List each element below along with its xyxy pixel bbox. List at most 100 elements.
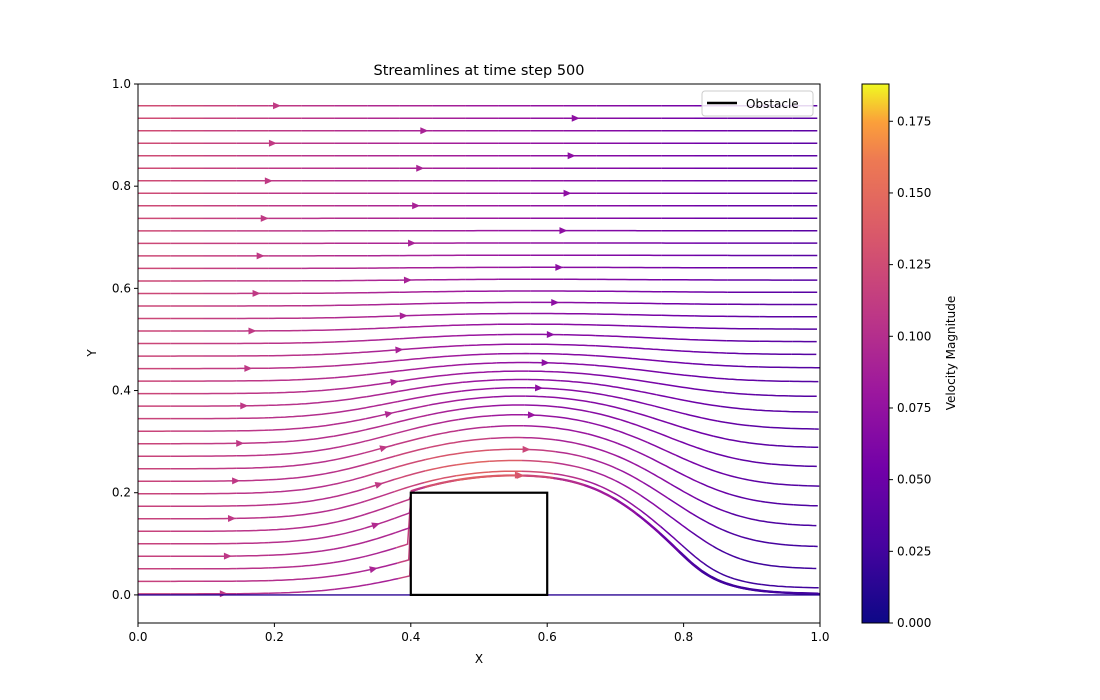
- streamline-segment: [333, 475, 365, 486]
- streamline-segment: [268, 526, 302, 531]
- streamline-segment: [636, 513, 660, 533]
- streamline-segment: [617, 442, 647, 457]
- streamline-segment: [464, 343, 498, 347]
- streamline-segment: [236, 479, 269, 482]
- streamline-segment: [584, 484, 613, 499]
- streamline-segment: [755, 519, 788, 525]
- streamline-segment: [584, 479, 614, 494]
- streamline-segment: [399, 356, 432, 362]
- streamline-segment: [688, 400, 721, 408]
- streamline-segment: [334, 351, 368, 355]
- streamline-segment: [687, 528, 713, 547]
- streamline-segment: [426, 441, 459, 449]
- streamline-segment: [301, 535, 334, 542]
- streamline-segment: [624, 387, 657, 396]
- streamline-segment: [692, 362, 726, 367]
- streamline-segment: [399, 302, 433, 305]
- streamline-segment: [726, 352, 760, 355]
- y-tick-label: 0.6: [112, 281, 131, 295]
- colorbar-tick-label: 0.150: [897, 186, 931, 200]
- streamline-segment: [301, 496, 334, 503]
- streamline-segment: [366, 577, 399, 586]
- streamline-segment: [672, 468, 701, 484]
- streamline-arrow: [371, 522, 380, 530]
- streamline-segment: [726, 583, 759, 592]
- streamline-segment: [236, 516, 269, 520]
- streamline-arrow: [412, 202, 421, 210]
- streamline-segment: [678, 440, 710, 453]
- streamline-segment: [394, 458, 426, 469]
- streamline-segment: [640, 494, 666, 513]
- streamline-segment: [236, 454, 269, 457]
- streamline-segment: [268, 403, 302, 407]
- streamline-arrow: [384, 411, 394, 418]
- streamline-segment: [553, 472, 586, 482]
- legend-obstacle-label: Obstacle: [746, 97, 799, 111]
- streamline-segment: [623, 397, 656, 407]
- streamline-segment: [395, 447, 427, 457]
- streamline-segment: [766, 482, 799, 487]
- streamline-segment: [618, 430, 649, 444]
- streamline-segment: [656, 394, 689, 402]
- streamline-segment: [268, 415, 302, 419]
- streamline-segment: [366, 348, 400, 353]
- streamline-segment: [596, 324, 629, 327]
- streamline-segment: [367, 303, 400, 306]
- chart-title: Streamlines at time step 500: [374, 63, 585, 79]
- streamline-segment: [793, 504, 818, 507]
- streamline-arrow: [399, 312, 408, 320]
- x-axis: 0.0 0.2 0.4 0.6 0.8 1.0: [128, 623, 830, 644]
- streamline-segment: [724, 510, 756, 521]
- streamline-segment: [780, 543, 814, 548]
- streamline-segment: [771, 564, 805, 569]
- streamline-segment: [713, 435, 746, 444]
- streamline-segment: [521, 459, 555, 464]
- streamline-segment: [236, 541, 269, 545]
- streamline-segment: [758, 366, 792, 369]
- obstacle-rect: [409, 491, 549, 597]
- streamline-arrow: [264, 177, 273, 185]
- y-tick-label: 0.4: [112, 384, 131, 398]
- streamline-segment: [394, 486, 425, 506]
- streamline-segment: [429, 390, 462, 397]
- streamline-segment: [591, 392, 624, 400]
- streamline-segment: [398, 385, 431, 393]
- streamline-segment: [365, 546, 397, 558]
- streamline-segment: [268, 464, 302, 469]
- streamline-segment: [396, 404, 429, 413]
- streamline-segment: [364, 443, 396, 454]
- streamline-segment: [722, 391, 756, 396]
- streamline-segment: [717, 420, 750, 427]
- colorbar-tick-label: 0.100: [897, 329, 931, 343]
- streamline-segment: [594, 364, 628, 370]
- streamline-segment: [333, 527, 365, 537]
- obstacle-layer: [409, 491, 549, 597]
- streamline-segment: [456, 460, 490, 466]
- colorbar-tick-label: 0.050: [897, 473, 931, 487]
- streamline-segment: [301, 365, 335, 369]
- streamline-segment: [798, 484, 820, 487]
- streamline-segment: [333, 406, 367, 414]
- streamline-segment: [729, 493, 762, 503]
- x-tick-label: 0.8: [674, 630, 693, 644]
- streamline-arrow: [273, 102, 282, 110]
- streamline-segment: [465, 323, 498, 326]
- streamline-segment: [334, 339, 368, 343]
- streamline-segment: [560, 379, 594, 385]
- streamline-segment: [613, 492, 639, 510]
- streamline-arrow: [248, 327, 257, 335]
- streamline-arrow: [379, 445, 388, 453]
- streamline-segment: [464, 333, 498, 337]
- streamline-segment: [461, 387, 495, 392]
- streamline-segment: [333, 488, 365, 498]
- streamline-segment: [455, 475, 489, 482]
- streamline-segment: [334, 384, 367, 391]
- streamline-segment: [730, 576, 762, 586]
- streamline-arrow: [559, 227, 568, 235]
- streamline-segment: [301, 447, 334, 454]
- streamline-segment: [301, 483, 334, 491]
- streamline-segment: [614, 479, 642, 497]
- streamline-segment: [236, 466, 269, 470]
- streamline-segment: [334, 395, 367, 402]
- streamline-segment: [708, 450, 740, 461]
